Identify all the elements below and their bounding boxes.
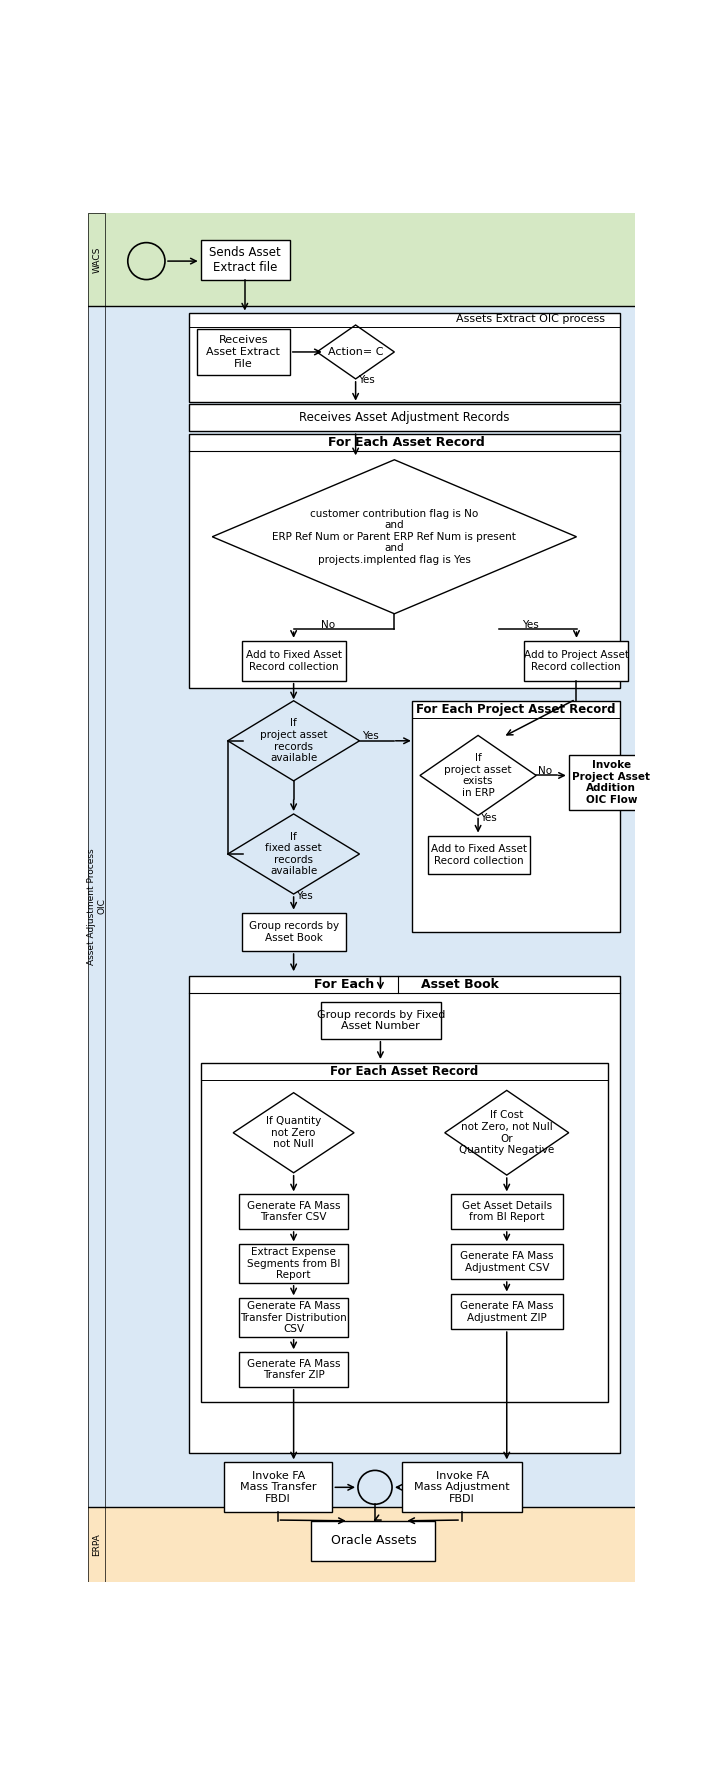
- Text: Generate FA Mass
Adjustment ZIP: Generate FA Mass Adjustment ZIP: [460, 1301, 554, 1323]
- FancyBboxPatch shape: [88, 213, 635, 306]
- Text: Add to Fixed Asset
Record collection: Add to Fixed Asset Record collection: [246, 651, 342, 672]
- FancyBboxPatch shape: [239, 1245, 348, 1284]
- Text: Generate FA Mass
Adjustment CSV: Generate FA Mass Adjustment CSV: [460, 1252, 554, 1273]
- FancyBboxPatch shape: [189, 313, 620, 402]
- Text: Yes: Yes: [361, 731, 378, 741]
- FancyBboxPatch shape: [451, 1294, 563, 1330]
- Text: Yes: Yes: [358, 375, 375, 386]
- FancyBboxPatch shape: [197, 329, 289, 375]
- Text: Add to Project Asset
Record collection: Add to Project Asset Record collection: [524, 651, 628, 672]
- FancyBboxPatch shape: [201, 1063, 609, 1403]
- Text: For Each: For Each: [314, 978, 374, 990]
- Text: Action= C: Action= C: [328, 347, 383, 357]
- Text: Extract Expense
Segments from BI
Report: Extract Expense Segments from BI Report: [247, 1246, 340, 1280]
- Text: Receives Asset Adjustment Records: Receives Asset Adjustment Records: [299, 411, 510, 423]
- Text: Group records by Fixed
Asset Number: Group records by Fixed Asset Number: [316, 1010, 445, 1031]
- FancyBboxPatch shape: [239, 1353, 348, 1387]
- Text: Yes: Yes: [296, 891, 313, 901]
- Text: For Each Asset Record: For Each Asset Record: [330, 1065, 479, 1079]
- FancyBboxPatch shape: [524, 640, 628, 681]
- Text: Generate FA Mass
Transfer ZIP: Generate FA Mass Transfer ZIP: [247, 1358, 340, 1380]
- FancyBboxPatch shape: [88, 1508, 635, 1582]
- Text: Assets Extract OIC process: Assets Extract OIC process: [455, 315, 604, 324]
- FancyBboxPatch shape: [241, 912, 347, 951]
- Text: If Quantity
not Zero
not Null: If Quantity not Zero not Null: [266, 1117, 321, 1149]
- FancyBboxPatch shape: [88, 306, 635, 1508]
- Text: Asset Adjustment Process
OIC: Asset Adjustment Process OIC: [87, 848, 107, 965]
- Text: Yes: Yes: [480, 813, 497, 823]
- Text: For Each Asset Record: For Each Asset Record: [328, 436, 484, 448]
- FancyBboxPatch shape: [201, 240, 289, 281]
- Text: No: No: [538, 766, 552, 775]
- FancyBboxPatch shape: [569, 754, 654, 811]
- FancyBboxPatch shape: [239, 1298, 348, 1337]
- Text: If
project asset
records
available: If project asset records available: [260, 718, 328, 763]
- FancyBboxPatch shape: [451, 1195, 563, 1229]
- FancyBboxPatch shape: [451, 1245, 563, 1278]
- FancyBboxPatch shape: [241, 640, 347, 681]
- Text: Receives
Asset Extract
File: Receives Asset Extract File: [206, 336, 280, 368]
- FancyBboxPatch shape: [311, 1520, 436, 1561]
- Text: Invoke FA
Mass Transfer
FBDI: Invoke FA Mass Transfer FBDI: [240, 1470, 316, 1504]
- Text: Generate FA Mass
Transfer CSV: Generate FA Mass Transfer CSV: [247, 1200, 340, 1223]
- Text: Get Asset Details
from BI Report: Get Asset Details from BI Report: [462, 1200, 552, 1223]
- Text: Oracle Assets: Oracle Assets: [330, 1534, 417, 1547]
- Text: WACS: WACS: [92, 247, 101, 272]
- Text: If
fixed asset
records
available: If fixed asset records available: [265, 832, 322, 877]
- FancyBboxPatch shape: [224, 1462, 333, 1513]
- FancyBboxPatch shape: [189, 404, 620, 432]
- Text: Invoke
Project Asset
Addition
OIC Flow: Invoke Project Asset Addition OIC Flow: [573, 759, 650, 805]
- Text: If
project asset
exists
in ERP: If project asset exists in ERP: [444, 754, 512, 798]
- Text: Yes: Yes: [522, 619, 539, 629]
- FancyBboxPatch shape: [88, 213, 105, 306]
- Text: Sends Asset
Extract file: Sends Asset Extract file: [209, 247, 281, 274]
- FancyBboxPatch shape: [88, 306, 105, 1508]
- FancyBboxPatch shape: [189, 434, 620, 688]
- FancyBboxPatch shape: [402, 1462, 522, 1513]
- Text: customer contribution flag is No
and
ERP Ref Num or Parent ERP Ref Num is presen: customer contribution flag is No and ERP…: [273, 509, 516, 565]
- Text: Invoke FA
Mass Adjustment
FBDI: Invoke FA Mass Adjustment FBDI: [414, 1470, 510, 1504]
- FancyBboxPatch shape: [239, 1195, 348, 1229]
- FancyBboxPatch shape: [412, 701, 620, 932]
- Text: ERPA: ERPA: [92, 1533, 101, 1556]
- FancyBboxPatch shape: [321, 1001, 441, 1038]
- Text: Add to Fixed Asset
Record collection: Add to Fixed Asset Record collection: [431, 845, 527, 866]
- Text: Asset Book: Asset Book: [421, 978, 499, 990]
- Text: Group records by
Asset Book: Group records by Asset Book: [249, 921, 339, 942]
- Text: If Cost
not Zero, not Null
Or
Quantity Negative: If Cost not Zero, not Null Or Quantity N…: [459, 1109, 554, 1156]
- Text: No: No: [321, 619, 335, 629]
- FancyBboxPatch shape: [428, 836, 530, 875]
- Text: Generate FA Mass
Transfer Distribution
CSV: Generate FA Mass Transfer Distribution C…: [240, 1301, 347, 1334]
- FancyBboxPatch shape: [189, 976, 620, 1453]
- Text: For Each Project Asset Record: For Each Project Asset Record: [417, 702, 616, 717]
- FancyBboxPatch shape: [88, 1508, 105, 1582]
